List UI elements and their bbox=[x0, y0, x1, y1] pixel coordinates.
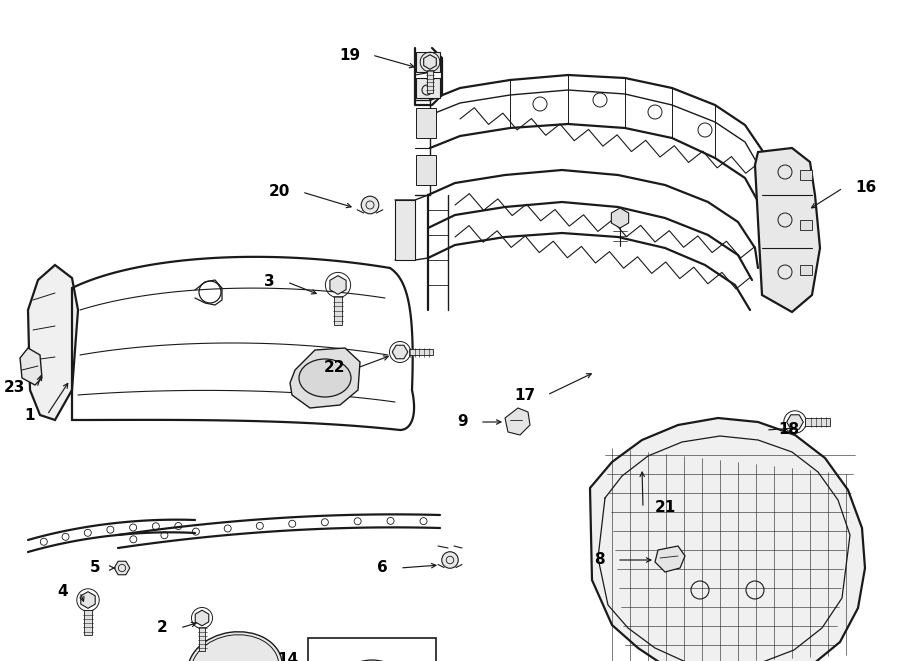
Polygon shape bbox=[805, 418, 830, 426]
Ellipse shape bbox=[337, 660, 407, 661]
Polygon shape bbox=[655, 546, 685, 572]
Ellipse shape bbox=[188, 632, 283, 661]
Text: 1: 1 bbox=[24, 407, 35, 422]
Bar bbox=[308, 638, 436, 661]
Polygon shape bbox=[199, 627, 205, 651]
Text: 14: 14 bbox=[277, 652, 298, 661]
Text: 3: 3 bbox=[265, 274, 275, 290]
Text: 9: 9 bbox=[457, 414, 468, 430]
Bar bbox=[416, 78, 440, 98]
Polygon shape bbox=[424, 55, 436, 69]
Bar bbox=[800, 220, 812, 230]
Polygon shape bbox=[114, 561, 130, 575]
Circle shape bbox=[361, 196, 379, 214]
Polygon shape bbox=[427, 71, 433, 93]
Polygon shape bbox=[611, 208, 629, 228]
Circle shape bbox=[442, 552, 458, 568]
Bar bbox=[416, 155, 436, 185]
Text: 23: 23 bbox=[4, 381, 25, 395]
Text: 17: 17 bbox=[514, 387, 535, 403]
Bar bbox=[416, 52, 440, 72]
Polygon shape bbox=[334, 296, 342, 325]
Polygon shape bbox=[195, 610, 209, 626]
Text: 20: 20 bbox=[268, 184, 290, 200]
Bar bbox=[800, 170, 812, 180]
Polygon shape bbox=[590, 418, 865, 661]
Bar bbox=[395, 200, 415, 260]
Polygon shape bbox=[505, 408, 530, 435]
Polygon shape bbox=[20, 348, 42, 385]
Ellipse shape bbox=[299, 359, 351, 397]
Polygon shape bbox=[85, 609, 92, 635]
Text: 18: 18 bbox=[778, 422, 799, 438]
Polygon shape bbox=[755, 148, 820, 312]
Polygon shape bbox=[409, 349, 433, 356]
Text: 22: 22 bbox=[323, 360, 345, 375]
Polygon shape bbox=[787, 415, 804, 429]
Text: 2: 2 bbox=[158, 621, 168, 635]
Text: 19: 19 bbox=[339, 48, 360, 63]
Bar bbox=[800, 265, 812, 275]
Polygon shape bbox=[635, 448, 665, 478]
Text: 6: 6 bbox=[377, 561, 388, 576]
Polygon shape bbox=[330, 276, 346, 294]
Text: 21: 21 bbox=[655, 500, 676, 516]
Text: 8: 8 bbox=[594, 553, 605, 568]
Bar bbox=[416, 108, 436, 138]
Polygon shape bbox=[290, 348, 360, 408]
Text: 4: 4 bbox=[58, 584, 68, 600]
Text: 5: 5 bbox=[89, 561, 100, 576]
Polygon shape bbox=[392, 345, 408, 359]
Polygon shape bbox=[81, 592, 95, 608]
Polygon shape bbox=[28, 265, 78, 420]
Text: 16: 16 bbox=[855, 180, 877, 196]
